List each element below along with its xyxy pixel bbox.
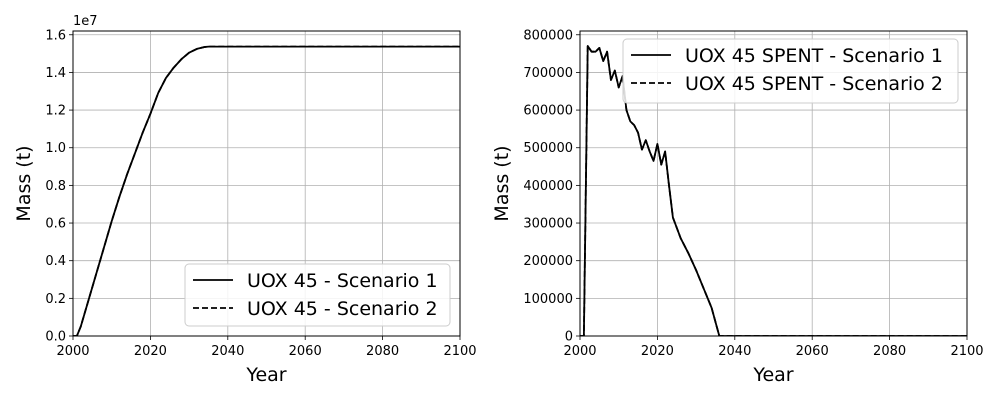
y-tick-label: 500000 bbox=[523, 141, 573, 156]
series-line-2 bbox=[73, 45, 460, 336]
chart-2: 2000 2020 2040 2060 2080 2100 0 100000 200000 300… bbox=[491, 28, 984, 386]
x-tick-label: 2000 bbox=[56, 344, 89, 359]
x-tick-label: 2100 bbox=[950, 344, 983, 359]
y-tick-label: 0 bbox=[565, 330, 573, 345]
y-tick-label: 0.2 bbox=[45, 292, 66, 307]
y-offset-label: 1e7 bbox=[73, 14, 98, 29]
x-tick-label: 2060 bbox=[796, 344, 829, 359]
x-tick-label: 2060 bbox=[289, 344, 322, 359]
x-tick-label: 2020 bbox=[641, 344, 674, 359]
y-tick-label: 0.4 bbox=[45, 254, 66, 269]
y-tick-label: 600000 bbox=[523, 104, 573, 119]
y-tick-label: 1.0 bbox=[45, 141, 66, 156]
y-tick-label: 1.2 bbox=[45, 104, 66, 119]
legend: UOX 45 SPENT - Scenario 1 UOX 45 SPENT - … bbox=[622, 38, 959, 104]
x-tick-label: 2040 bbox=[211, 344, 244, 359]
series-line-2 bbox=[580, 45, 967, 336]
x-tick-label: 2080 bbox=[873, 344, 906, 359]
legend-label-1: UOX 45 SPENT - Scenario 1 bbox=[685, 45, 943, 67]
y-axis-label: Mass (t) bbox=[491, 145, 513, 221]
legend: UOX 45 - Scenario 1 UOX 45 - Scenario 2 bbox=[184, 263, 451, 327]
x-axis-label: Year bbox=[752, 364, 793, 386]
x-tick-label: 2040 bbox=[718, 344, 751, 359]
y-tick-label: 1.6 bbox=[45, 28, 66, 43]
legend-box bbox=[622, 38, 959, 104]
x-tick-label: 2080 bbox=[366, 344, 399, 359]
y-tick-label: 200000 bbox=[523, 254, 573, 269]
x-tick-label: 2020 bbox=[134, 344, 167, 359]
legend-label-2: UOX 45 SPENT - Scenario 2 bbox=[685, 73, 943, 95]
axes-frame bbox=[72, 30, 461, 337]
y-tick-label: 0.8 bbox=[45, 179, 66, 194]
y-axis-label: Mass (t) bbox=[13, 145, 35, 221]
x-axis-label: Year bbox=[245, 364, 286, 386]
y-tick-label: 100000 bbox=[523, 292, 573, 307]
x-tick-label: 2100 bbox=[443, 344, 476, 359]
y-tick-label: 300000 bbox=[523, 217, 573, 232]
y-tick-label: 700000 bbox=[523, 66, 573, 81]
axes-frame bbox=[579, 30, 968, 337]
chart-1: 2000 2020 2040 2060 2080 2100 0.0 0.2 0.4 0.6 0.8 1… bbox=[13, 14, 477, 386]
y-tick-label: 400000 bbox=[523, 179, 573, 194]
x-tick-label: 2000 bbox=[563, 344, 596, 359]
y-tick-label: 1.4 bbox=[45, 66, 66, 81]
legend-box bbox=[184, 263, 451, 327]
legend-label-2: UOX 45 - Scenario 2 bbox=[247, 298, 438, 320]
y-tick-label: 0.6 bbox=[45, 217, 66, 232]
y-tick-label: 0.0 bbox=[45, 330, 66, 345]
legend-label-1: UOX 45 - Scenario 1 bbox=[247, 270, 438, 292]
y-tick-label: 800000 bbox=[523, 28, 573, 43]
